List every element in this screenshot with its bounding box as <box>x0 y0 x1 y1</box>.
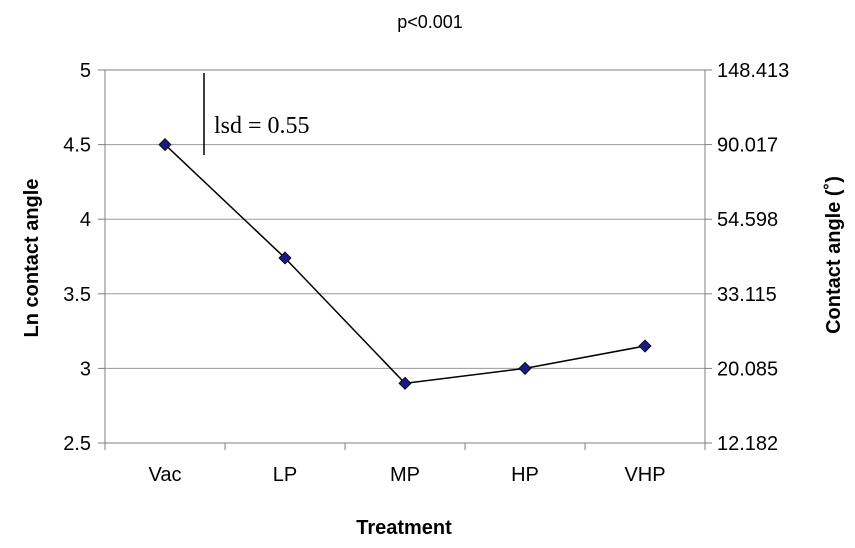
y2-tick-label: 33.115 <box>717 284 777 306</box>
y2-axis-title: Contact angle (˚) <box>822 176 845 334</box>
chart-title: p<0.001 <box>397 12 463 32</box>
y-tick-label: 4.5 <box>63 135 91 157</box>
y2-tick-label: 20.085 <box>717 358 778 380</box>
axis-labels: 2.5 12.182 3 20.085 3.5 33.115 4 54.598 4.5 90.01… <box>63 60 789 486</box>
axes <box>98 69 712 450</box>
y-tick-label: 3 <box>80 358 91 380</box>
y-tick-label: 5 <box>80 60 91 82</box>
data-point <box>398 376 412 390</box>
x-tick-label: Vac <box>149 464 182 486</box>
y2-tick-label: 148.413 <box>717 60 789 82</box>
y-tick-label: 3.5 <box>63 284 91 306</box>
y2-tick-label: 90.017 <box>717 135 778 157</box>
y-axis-title: Ln contact angle <box>21 179 43 338</box>
plot-area-frame <box>104 69 706 444</box>
y-tick-label: 2.5 <box>63 433 91 455</box>
series-line-path <box>164 144 646 385</box>
x-tick-label: MP <box>390 464 420 486</box>
lsd-label: lsd = 0.55 <box>214 113 310 139</box>
gridlines <box>105 144 705 369</box>
series-line <box>158 138 652 390</box>
y-tick-label: 4 <box>80 209 91 231</box>
data-point <box>278 251 292 265</box>
x-axis-title: Treatment <box>356 517 452 539</box>
x-tick-label: LP <box>273 464 297 486</box>
data-point <box>518 361 532 375</box>
x-tick-label: HP <box>511 464 539 486</box>
data-point <box>638 339 652 353</box>
data-point <box>158 138 172 152</box>
x-tick-label: VHP <box>624 464 665 486</box>
y2-tick-label: 54.598 <box>717 209 778 231</box>
y2-tick-label: 12.182 <box>717 433 778 455</box>
